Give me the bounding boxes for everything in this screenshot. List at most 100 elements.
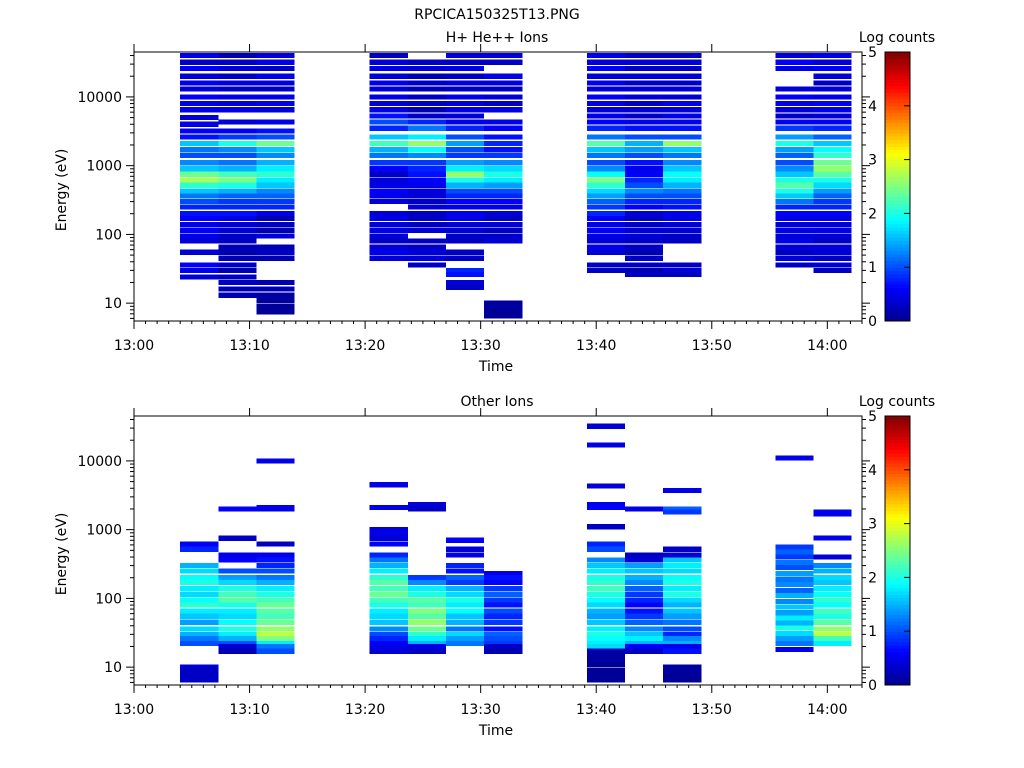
heatmap-cell	[775, 113, 814, 119]
heatmap-cell	[663, 664, 702, 670]
panel-title: Other Ions	[460, 394, 533, 410]
colorbar-segment	[885, 506, 910, 511]
heatmap-cell	[218, 73, 257, 79]
colorbar-segment	[885, 426, 910, 431]
colorbar-segment	[885, 173, 910, 178]
heatmap-cell	[663, 619, 702, 625]
heatmap-cell	[218, 292, 257, 298]
heatmap-cell	[446, 619, 485, 625]
x-tick-label: 14:00	[807, 702, 847, 718]
heatmap-cell	[218, 233, 257, 239]
colorbar-segment	[885, 199, 910, 204]
heatmap-cell	[407, 166, 446, 172]
colorbar-segment	[885, 644, 910, 649]
heatmap-cell	[775, 52, 814, 59]
colorbar-tick-label: 1	[868, 260, 877, 276]
colorbar-segment	[885, 260, 910, 265]
x-axis-label: Time	[478, 359, 513, 375]
heatmap-cell	[663, 272, 702, 278]
heatmap-cell	[218, 506, 257, 512]
heatmap-cell	[369, 65, 408, 71]
heatmap-cell	[180, 641, 219, 647]
heatmap-cell	[369, 602, 408, 608]
heatmap-cell	[218, 107, 257, 113]
heatmap-cell	[218, 227, 257, 233]
heatmap-cell	[586, 597, 626, 603]
colorbar-segment	[885, 290, 910, 295]
heatmap-cell	[586, 211, 626, 217]
x-axis: 13:00 13:10 13:20 13:30 13:40 13:50 14:00	[114, 408, 863, 718]
heatmap-cell	[586, 546, 626, 552]
heatmap-cell	[407, 101, 446, 107]
colorbar-segment	[885, 270, 910, 275]
heatmap-cell	[218, 575, 257, 581]
heatmap-cell	[663, 147, 702, 153]
heatmap-cell	[407, 579, 446, 586]
heatmap-cell	[180, 262, 219, 268]
heatmap-cell	[663, 193, 702, 199]
heatmap-cell	[180, 221, 219, 227]
colorbar-segment	[885, 119, 910, 124]
heatmap-cell	[586, 52, 626, 59]
colorbar-segment	[885, 590, 910, 595]
heatmap-cell	[625, 626, 664, 632]
heatmap-cell	[663, 107, 702, 113]
heatmap-cell	[625, 215, 664, 222]
heatmap-cell	[625, 613, 664, 619]
colorbar-frame	[884, 51, 911, 322]
heatmap-cell	[775, 59, 814, 65]
heatmap-cell	[446, 272, 485, 278]
heatmap-cell	[407, 255, 446, 261]
heatmap-cell	[813, 238, 852, 244]
heatmap-cell	[775, 455, 814, 461]
colorbar-segment	[885, 658, 910, 663]
heatmap-cell	[446, 255, 485, 261]
colorbar-segment	[885, 520, 910, 525]
heatmap-cell	[625, 579, 664, 586]
colorbar-segment	[885, 189, 910, 194]
colorbar-segment	[885, 223, 910, 228]
heatmap-cell	[625, 568, 664, 574]
heatmap-cell	[663, 552, 702, 558]
heatmap-cell	[180, 171, 219, 177]
colorbar-segment	[885, 668, 910, 673]
heatmap-cell	[663, 211, 702, 217]
colorbar-segment	[885, 166, 910, 171]
heatmap-cell	[256, 631, 295, 637]
heatmap-cell	[775, 160, 814, 166]
heatmap-cell	[218, 279, 257, 286]
colorbar-segment	[885, 563, 910, 568]
heatmap-cell	[586, 193, 626, 199]
heatmap-cell	[484, 313, 523, 319]
colorbar-segment	[885, 267, 910, 272]
heatmap-cell	[218, 86, 257, 92]
heatmap-cell	[369, 619, 408, 625]
colorbar-segment	[885, 294, 910, 299]
colorbar-tick-label: 4	[868, 99, 877, 115]
heatmap-cell	[813, 597, 852, 603]
heatmap-cell	[813, 166, 852, 172]
heatmap-cell	[180, 613, 219, 619]
heatmap-cell	[663, 140, 702, 147]
heatmap-cell	[218, 255, 257, 261]
colorbar-segment	[885, 436, 910, 441]
colorbar-segment	[885, 496, 910, 501]
colorbar-segment	[885, 533, 910, 538]
colorbar-segment	[885, 58, 910, 63]
heatmap-cell	[446, 160, 485, 166]
heatmap-cell	[625, 648, 664, 654]
heatmap-cell	[586, 673, 626, 679]
colorbar-segment	[885, 422, 910, 427]
heatmap-cell	[813, 113, 852, 119]
heatmap-cell	[180, 59, 219, 65]
heatmap-cell	[446, 153, 485, 159]
heatmap-cell	[180, 546, 219, 552]
y-axis: 10 100 1000 10000	[77, 419, 870, 683]
colorbar-segment	[885, 483, 910, 488]
heatmap-cell	[775, 255, 814, 261]
heatmap-cell	[218, 643, 257, 650]
heatmap-cell	[813, 182, 852, 188]
colorbar: 0 1 2 3 4 5	[868, 45, 911, 330]
heatmap-cell	[218, 613, 257, 619]
colorbar-segment	[885, 122, 910, 127]
